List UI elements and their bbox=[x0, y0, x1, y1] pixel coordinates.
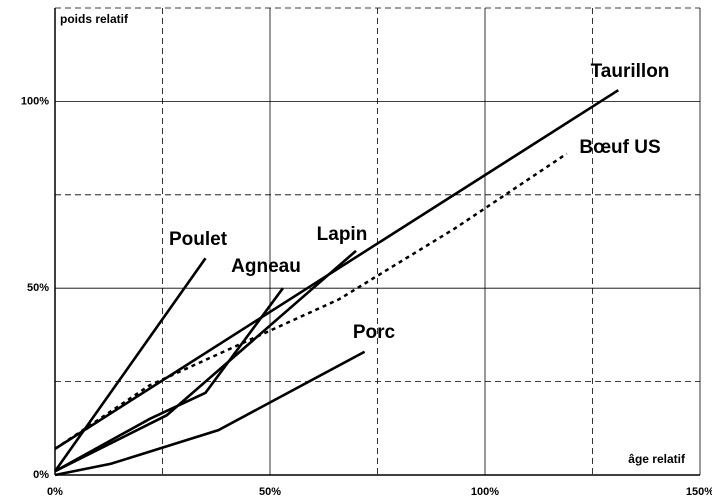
x-tick-label: 50% bbox=[259, 486, 281, 498]
x-axis-label: âge relatif bbox=[628, 452, 686, 466]
x-tick-label: 150% bbox=[686, 486, 712, 498]
series-label: Bœuf US bbox=[579, 137, 660, 158]
series-label: Porc bbox=[353, 322, 396, 343]
series-label: Taurillon bbox=[591, 61, 670, 82]
series-line bbox=[54, 89, 619, 450]
series-label: Agneau bbox=[231, 256, 301, 277]
x-tick-label: 100% bbox=[471, 486, 499, 498]
series-label: Lapin bbox=[317, 224, 368, 245]
series-line bbox=[54, 152, 568, 450]
series-line bbox=[54, 350, 366, 477]
series-label: Poulet bbox=[169, 229, 228, 250]
series-line bbox=[54, 287, 284, 473]
x-tick-label: 0% bbox=[47, 486, 63, 498]
series-line bbox=[53, 257, 207, 473]
y-tick-label: 50% bbox=[27, 282, 49, 294]
y-tick-label: 0% bbox=[33, 469, 49, 481]
y-axis-label: poids relatif bbox=[60, 12, 129, 26]
series-line bbox=[54, 249, 357, 473]
y-tick-label: 100% bbox=[21, 95, 49, 107]
